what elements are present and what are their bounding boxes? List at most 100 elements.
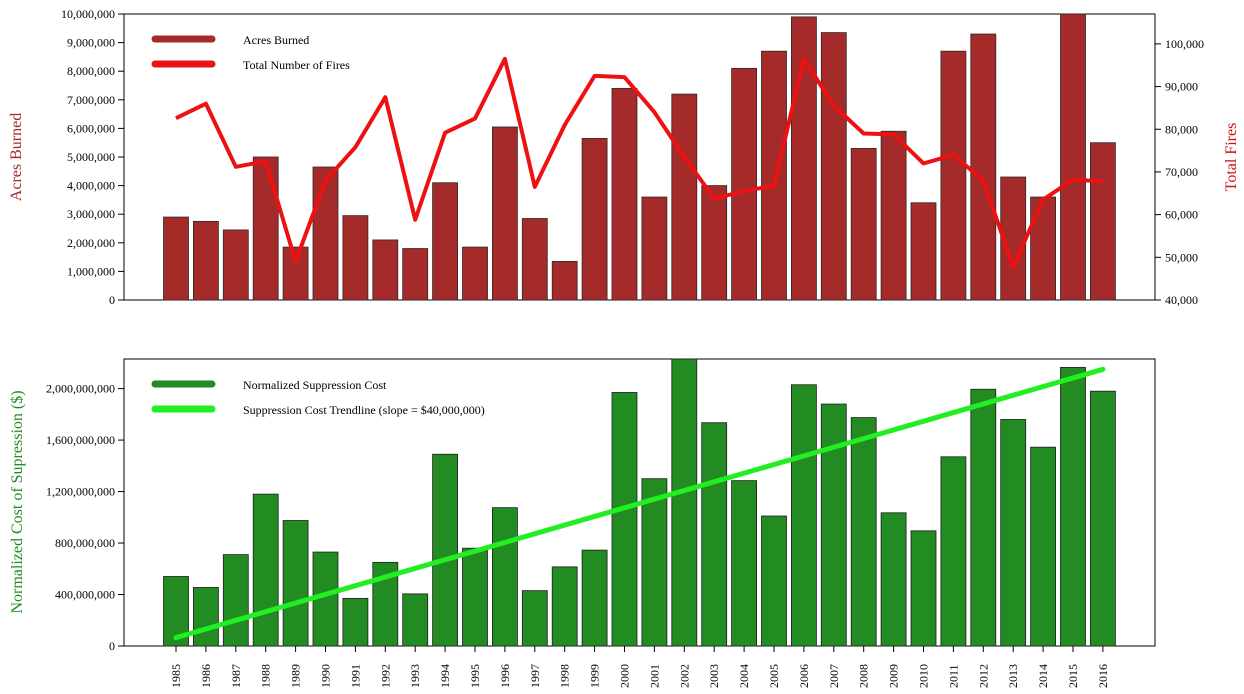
x-tick-label: 2012 <box>976 664 990 688</box>
x-tick-label: 1998 <box>558 664 572 688</box>
x-tick-label: 2009 <box>887 664 901 688</box>
x-tick-label: 2011 <box>946 664 960 688</box>
bar-suppression-cost <box>342 597 369 647</box>
bar-suppression-cost <box>462 547 488 647</box>
y-axis-title: Normalized Cost of Supression ($) <box>9 390 26 613</box>
x-tick-label: 2010 <box>917 664 931 688</box>
bar-acres-burned <box>701 185 728 301</box>
legend-label: Acres Burned <box>243 33 309 47</box>
bar-acres-burned <box>1030 196 1056 301</box>
x-tick-label: 1991 <box>348 664 362 688</box>
bar-suppression-cost <box>880 512 907 647</box>
y-tick-label: 6,000,000 <box>67 121 115 135</box>
bar-suppression-cost <box>1060 366 1086 647</box>
bar-acres-burned <box>252 156 279 301</box>
y2-tick-label: 100,000 <box>1165 37 1204 51</box>
bar-suppression-cost <box>791 384 817 647</box>
legend-label: Normalized Suppression Cost <box>243 378 387 392</box>
bar-suppression-cost <box>611 392 638 647</box>
bar-acres-burned <box>761 50 787 301</box>
x-tick-label: 2000 <box>618 664 632 688</box>
y2-axis-title: Total Fires <box>1223 123 1240 192</box>
legend: Normalized Suppression Cost Suppression C… <box>151 378 485 417</box>
line-total-fires <box>175 56 1104 269</box>
y2-tick-label: 80,000 <box>1165 122 1198 136</box>
bar-suppression-cost <box>222 554 249 647</box>
bar-acres-burned <box>850 148 877 301</box>
x-tick-label: 2002 <box>677 664 691 688</box>
x-tick-label: 1986 <box>199 664 213 688</box>
bottom-panel: 0 400,000,000 800,000,000 1,200,000,000 1,60… <box>9 358 1156 688</box>
bar-suppression-cost <box>521 590 548 647</box>
x-tick-label: 1996 <box>498 664 512 688</box>
x-tick-label: 2006 <box>797 664 811 688</box>
bar-acres-burned <box>342 215 369 301</box>
bar-acres-burned <box>820 32 847 301</box>
bar-suppression-cost <box>581 549 608 647</box>
bar-suppression-cost <box>432 453 459 647</box>
y-tick-label: 0 <box>109 639 115 653</box>
x-tick-label: 1997 <box>528 664 542 688</box>
x-tick-label: 2013 <box>1006 664 1020 688</box>
legend-label: Total Number of Fires <box>243 58 350 72</box>
x-tick-label: 2016 <box>1096 664 1110 688</box>
bar-acres-burned <box>1060 13 1086 301</box>
legend-label: Suppression Cost Trendline (slope = $40,… <box>243 403 485 417</box>
bar-suppression-cost <box>1090 390 1116 647</box>
bar-suppression-cost <box>820 403 847 647</box>
bar-suppression-cost <box>641 478 668 647</box>
x-tick-label: 2003 <box>707 664 721 688</box>
bar-acres-burned <box>163 216 189 301</box>
bar-suppression-cost <box>1030 446 1056 647</box>
y-tick-label: 7,000,000 <box>67 93 115 107</box>
bar-acres-burned <box>521 218 548 301</box>
y-tick-label: 400,000,000 <box>55 588 115 602</box>
y2-tick-label: 60,000 <box>1165 208 1198 222</box>
x-tick-label: 2015 <box>1066 664 1080 688</box>
bar-suppression-cost <box>671 358 698 647</box>
y-tick-label: 0 <box>109 293 115 307</box>
bar-acres-burned <box>402 248 429 301</box>
x-tick-label: 1992 <box>378 664 392 688</box>
bar-suppression-cost <box>1000 419 1027 647</box>
bar-suppression-cost <box>701 422 728 647</box>
y-tick-label: 1,200,000,000 <box>46 485 115 499</box>
bar-acres-burned <box>611 87 638 301</box>
bar-acres-burned <box>641 196 668 301</box>
x-tick-label: 1987 <box>229 664 243 688</box>
x-tick-label: 1999 <box>588 664 602 688</box>
x-tick-label: 1985 <box>169 664 183 688</box>
x-tick-label: 1995 <box>468 664 482 688</box>
x-tick-label: 1988 <box>259 664 273 688</box>
bar-suppression-cost <box>910 530 937 647</box>
y-tick-label: 800,000,000 <box>55 536 115 550</box>
bar-suppression-cost <box>940 456 967 647</box>
bar-suppression-cost <box>402 593 429 647</box>
y-tick-label: 8,000,000 <box>67 64 115 78</box>
x-tick-label: 1993 <box>408 664 422 688</box>
x-tick-label: 1989 <box>289 664 303 688</box>
bar-acres-burned <box>940 50 967 301</box>
y2-tick-label: 90,000 <box>1165 80 1198 94</box>
x-tick-label: 2001 <box>647 664 661 688</box>
y-tick-label: 4,000,000 <box>67 179 115 193</box>
bar-acres-burned <box>432 182 459 301</box>
y2-tick-label: 40,000 <box>1165 293 1198 307</box>
bar-suppression-cost <box>551 566 578 647</box>
bar-acres-burned <box>910 202 937 301</box>
bar-suppression-cost <box>252 493 279 647</box>
bar-suppression-cost <box>761 515 787 647</box>
bar-acres-burned <box>312 166 339 301</box>
top-panel: 0 1,000,000 2,000,000 3,000,000 4,000,000 5,0… <box>8 7 1240 307</box>
y-axis-title: Acres Burned <box>8 113 25 201</box>
y-tick-label: 2,000,000,000 <box>46 382 115 396</box>
y-tick-label: 5,000,000 <box>67 150 115 164</box>
y-tick-label: 10,000,000 <box>61 7 115 21</box>
legend: Acres Burned Total Number of Fires <box>151 33 350 72</box>
bar-acres-burned <box>880 130 907 301</box>
y-tick-label: 2,000,000 <box>67 236 115 250</box>
y-tick-label: 1,000,000 <box>67 264 115 278</box>
bar-suppression-cost <box>731 480 757 647</box>
x-tick-label: 2005 <box>767 664 781 688</box>
